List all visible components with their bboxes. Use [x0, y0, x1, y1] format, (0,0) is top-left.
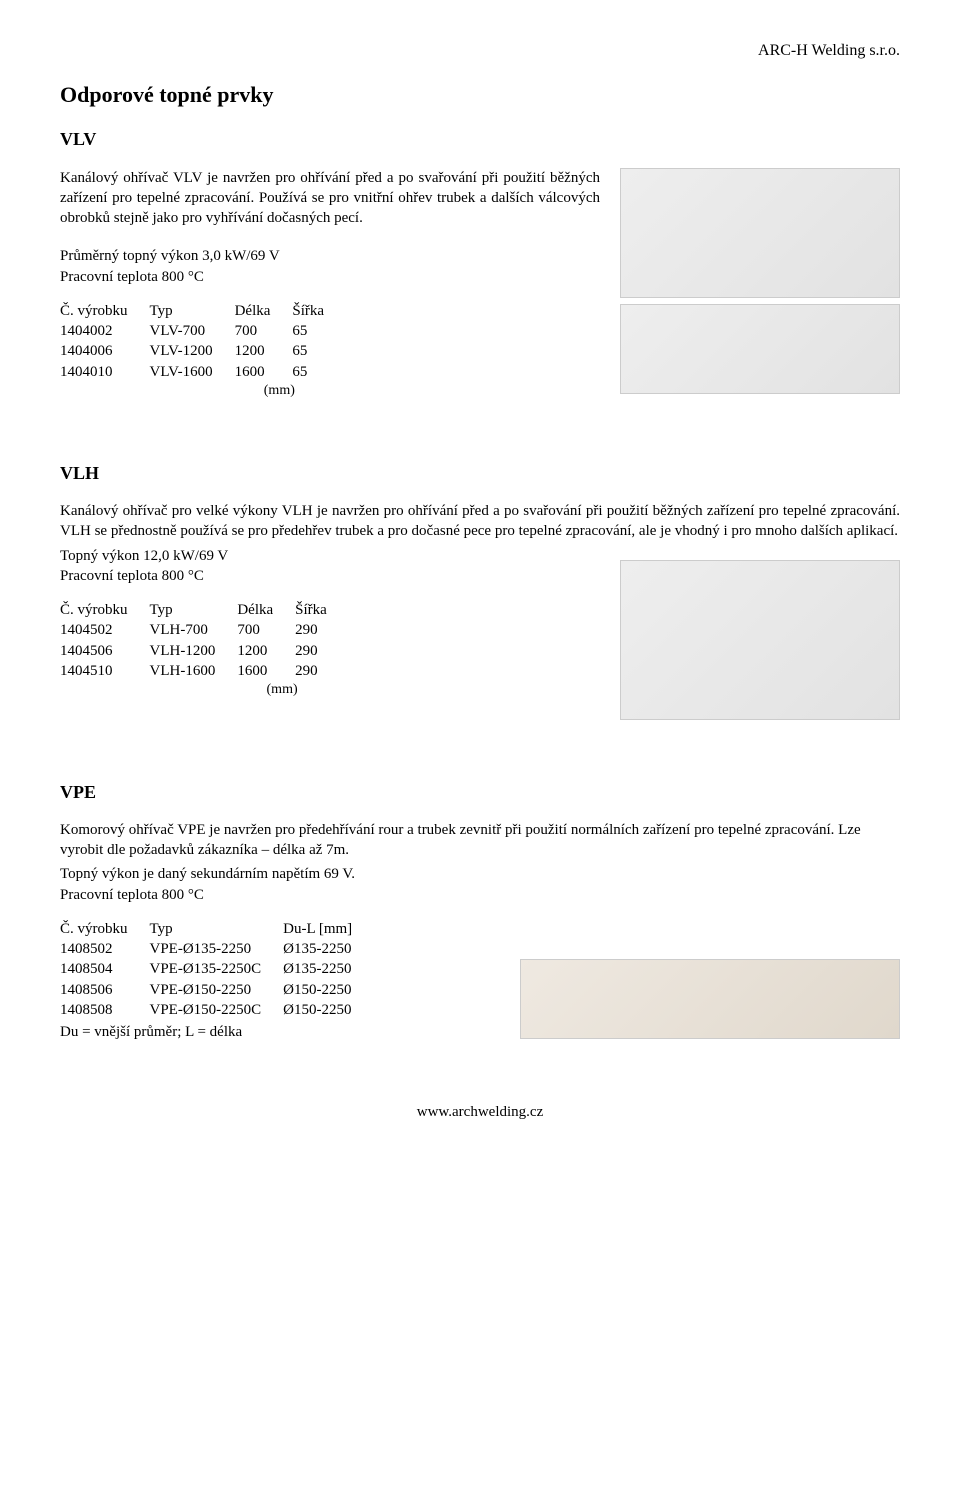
vlh-desc: Kanálový ohřívač pro velké výkony VLH je… [60, 501, 900, 542]
cell: Ø150-2250 [283, 980, 352, 1000]
table-unit-row: (mm) [60, 681, 327, 700]
cell: 290 [295, 620, 327, 640]
cell: VPE-Ø150-2250 [150, 980, 284, 1000]
col-length: Délka [237, 600, 295, 620]
cell: 1404510 [60, 661, 150, 681]
col-type: Typ [150, 600, 238, 620]
table-row: 1408508 VPE-Ø150-2250C Ø150-2250 [60, 1000, 352, 1020]
cell: 1404006 [60, 341, 150, 361]
cell: 65 [292, 362, 324, 382]
cell: 1600 [237, 661, 295, 681]
vpe-heading: VPE [60, 780, 900, 804]
section-vpe: VPE Komorový ohřívač VPE je navržen pro … [60, 780, 900, 1043]
vlv-spec-power: Průměrný topný výkon 3,0 kW/69 V [60, 246, 600, 266]
cell: 1404502 [60, 620, 150, 640]
cell: 1408504 [60, 959, 150, 979]
cell: VLH-1600 [150, 661, 238, 681]
cell: 1600 [235, 362, 293, 382]
page-title: Odporové topné prvky [60, 80, 900, 110]
table-row: 1404006 VLV-1200 1200 65 [60, 341, 324, 361]
vpe-table: Č. výrobku Typ Du-L [mm] 1408502 VPE-Ø13… [60, 919, 352, 1020]
vpe-desc: Komorový ohřívač VPE je navržen pro před… [60, 820, 900, 861]
cell: VLV-700 [150, 321, 235, 341]
table-header-row: Č. výrobku Typ Délka Šířka [60, 600, 327, 620]
vlv-product-image [620, 168, 900, 298]
section-vlh: VLH Kanálový ohřívač pro velké výkony VL… [60, 461, 900, 720]
col-width: Šířka [295, 600, 327, 620]
col-length: Délka [235, 301, 293, 321]
cell: VPE-Ø135-2250C [150, 959, 284, 979]
company-name: ARC-H Welding s.r.o. [60, 40, 900, 62]
col-product-no: Č. výrobku [60, 919, 150, 939]
vpe-dimension-image [520, 959, 900, 1039]
vpe-note: Du = vnější průměr; L = délka [60, 1022, 500, 1042]
vlh-spec-power: Topný výkon 12,0 kW/69 V [60, 546, 600, 566]
cell: VLH-700 [150, 620, 238, 640]
table-unit-row: (mm) [60, 382, 324, 401]
cell: 65 [292, 341, 324, 361]
vlv-heading: VLV [60, 127, 900, 151]
table-header-row: Č. výrobku Typ Du-L [mm] [60, 919, 352, 939]
col-du-l: Du-L [mm] [283, 919, 352, 939]
cell: Ø150-2250 [283, 1000, 352, 1020]
section-vlv: VLV Kanálový ohřívač VLV je navržen pro … [60, 127, 900, 400]
cell: 1404010 [60, 362, 150, 382]
vlv-desc: Kanálový ohřívač VLV je navržen pro ohří… [60, 168, 600, 229]
table-row: 1404002 VLV-700 700 65 [60, 321, 324, 341]
vlv-spec-temp: Pracovní teplota 800 °C [60, 267, 600, 287]
cell: 1404002 [60, 321, 150, 341]
cell: VPE-Ø150-2250C [150, 1000, 284, 1020]
cell: 1408508 [60, 1000, 150, 1020]
cell: VLV-1600 [150, 362, 235, 382]
table-row: 1404510 VLH-1600 1600 290 [60, 661, 327, 681]
cell: 1404506 [60, 641, 150, 661]
cell: Ø135-2250 [283, 959, 352, 979]
cell: VPE-Ø135-2250 [150, 939, 284, 959]
col-width: Šířka [292, 301, 324, 321]
cell: Ø135-2250 [283, 939, 352, 959]
table-row: 1404502 VLH-700 700 290 [60, 620, 327, 640]
table-row: 1404010 VLV-1600 1600 65 [60, 362, 324, 382]
cell: 1408502 [60, 939, 150, 959]
vlh-spec-temp: Pracovní teplota 800 °C [60, 566, 600, 586]
cell: 700 [237, 620, 295, 640]
col-product-no: Č. výrobku [60, 301, 150, 321]
unit-label: (mm) [235, 382, 325, 401]
col-type: Typ [150, 919, 284, 939]
cell: 700 [235, 321, 293, 341]
cell: VLV-1200 [150, 341, 235, 361]
cell: 65 [292, 321, 324, 341]
cell: 1408506 [60, 980, 150, 1000]
vpe-spec-power: Topný výkon je daný sekundárním napětím … [60, 864, 900, 884]
vlh-dimension-image [620, 560, 900, 720]
cell: 290 [295, 661, 327, 681]
col-type: Typ [150, 301, 235, 321]
vlh-heading: VLH [60, 461, 900, 485]
cell: 1200 [237, 641, 295, 661]
col-product-no: Č. výrobku [60, 600, 150, 620]
table-row: 1408506 VPE-Ø150-2250 Ø150-2250 [60, 980, 352, 1000]
vlv-table: Č. výrobku Typ Délka Šířka 1404002 VLV-7… [60, 301, 324, 401]
table-row: 1408504 VPE-Ø135-2250C Ø135-2250 [60, 959, 352, 979]
cell: 290 [295, 641, 327, 661]
table-row: 1404506 VLH-1200 1200 290 [60, 641, 327, 661]
cell: 1200 [235, 341, 293, 361]
table-header-row: Č. výrobku Typ Délka Šířka [60, 301, 324, 321]
cell: VLH-1200 [150, 641, 238, 661]
table-row: 1408502 VPE-Ø135-2250 Ø135-2250 [60, 939, 352, 959]
vlh-table: Č. výrobku Typ Délka Šířka 1404502 VLH-7… [60, 600, 327, 700]
vpe-spec-temp: Pracovní teplota 800 °C [60, 885, 900, 905]
footer-url: www.archwelding.cz [60, 1102, 900, 1122]
vlv-dimension-image [620, 304, 900, 394]
unit-label: (mm) [237, 681, 327, 700]
